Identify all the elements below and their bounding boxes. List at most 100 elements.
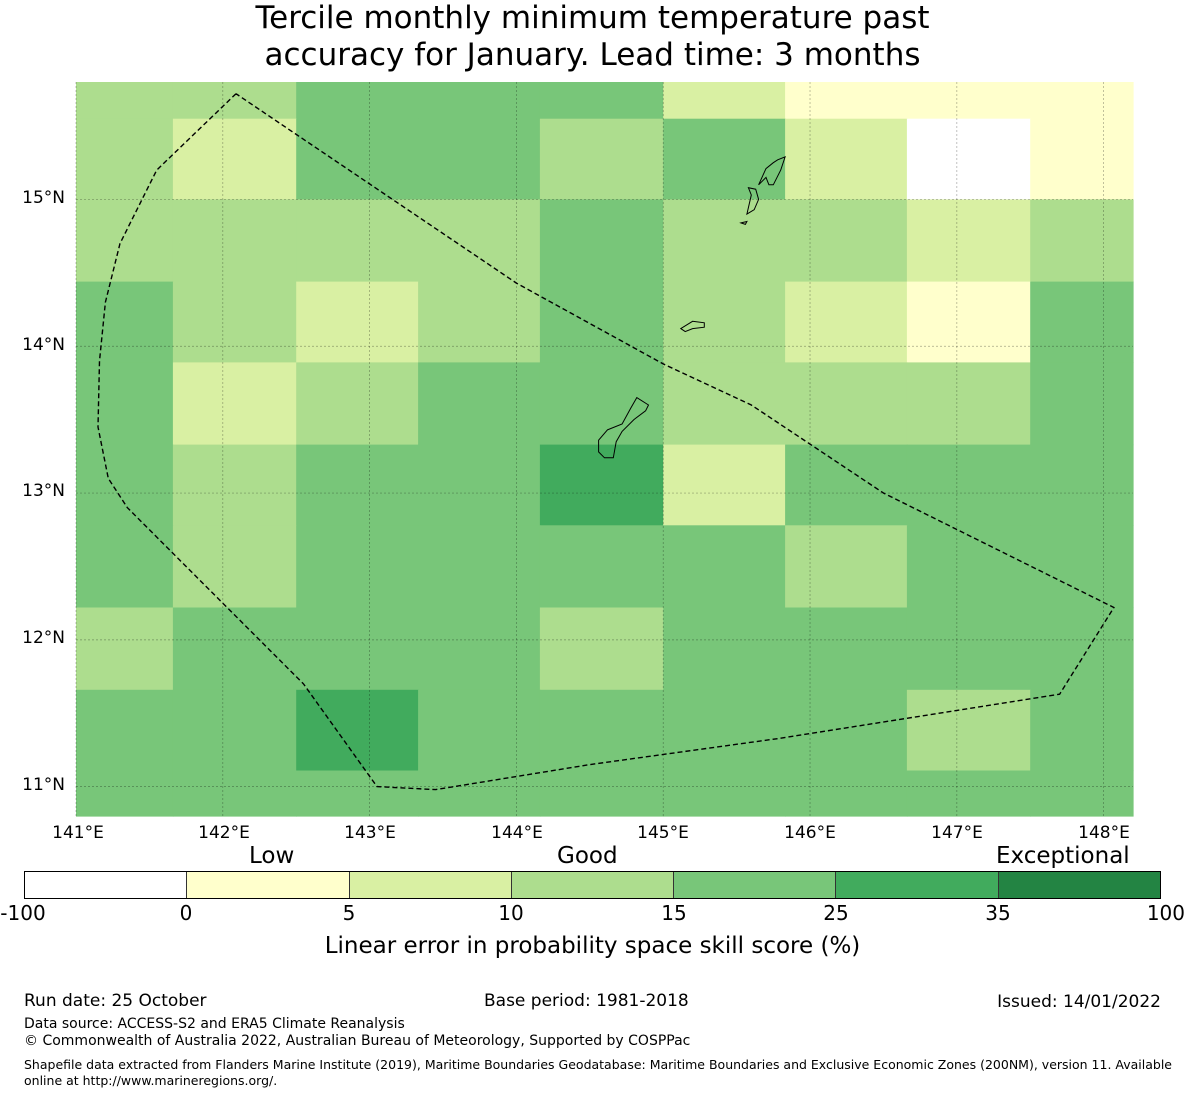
skill-cell [76, 82, 174, 120]
lat-label-15n: 15°N [22, 188, 65, 208]
skill-cell [906, 199, 1031, 283]
lon-label-145e: 145°E [637, 823, 689, 843]
skill-cell [418, 607, 541, 691]
skill-cell [172, 770, 297, 817]
base-period: Base period: 1981-2018 [484, 991, 689, 1011]
skill-cell [663, 525, 786, 609]
skill-cell [418, 281, 541, 363]
skill-cell [296, 118, 419, 200]
skill-cell [1030, 689, 1134, 772]
skill-cell [663, 281, 786, 363]
skill-cell [1030, 444, 1134, 526]
skill-cell [76, 689, 174, 772]
colorbar-tick: 10 [498, 901, 524, 925]
lon-label-143e: 143°E [344, 823, 396, 843]
skill-cell [296, 281, 419, 363]
lat-label-12n: 12°N [22, 628, 65, 648]
skill-cell [296, 444, 419, 526]
skill-cell [418, 362, 541, 446]
island-outline [598, 396, 650, 459]
colorbar-tick: 100 [1146, 901, 1185, 925]
skill-cell [1030, 281, 1134, 363]
skill-cell [539, 689, 664, 772]
skill-cell [785, 82, 908, 120]
skill-cell [663, 118, 786, 200]
lon-label-147e: 147°E [931, 823, 983, 843]
colorbar-tick: 15 [661, 901, 687, 925]
skill-cell [539, 607, 664, 691]
skill-cell [539, 199, 664, 283]
skill-cell [418, 689, 541, 772]
skill-cell [418, 444, 541, 526]
skill-cell [76, 770, 174, 817]
skill-cells [76, 82, 1134, 817]
quality-label-low: Low [249, 843, 295, 869]
skill-cell [296, 689, 419, 772]
lat-label-14n: 14°N [22, 335, 65, 355]
chart-title: Tercile monthly minimum temperature past… [0, 0, 1185, 74]
skill-cell [172, 281, 297, 363]
skill-cell [1030, 770, 1134, 817]
island-outline [746, 187, 760, 216]
skill-cell [785, 118, 908, 200]
skill-cell [418, 770, 541, 817]
skill-cell [172, 118, 297, 200]
skill-cell [418, 118, 541, 200]
skill-cell [172, 607, 297, 691]
skill-cell [76, 444, 174, 526]
skill-cell [1030, 199, 1134, 283]
skill-cell [906, 281, 1031, 363]
skill-cell [663, 199, 786, 283]
skill-cell [76, 118, 174, 200]
lon-label-148e: 148°E [1078, 823, 1130, 843]
colorbar-tick: 0 [179, 901, 193, 925]
skill-cell [785, 525, 908, 609]
skill-cell [539, 525, 664, 609]
skill-cell [663, 607, 786, 691]
island-outline [739, 220, 748, 226]
copyright: © Commonwealth of Australia 2022, Austra… [24, 1033, 691, 1049]
title-line-1: Tercile monthly minimum temperature past [255, 0, 930, 36]
colorbar-tick: 5 [342, 901, 356, 925]
colorbar-segment-neg100-0 [25, 872, 188, 898]
skill-cell [539, 444, 664, 526]
eez-boundary [97, 93, 1115, 791]
skill-cell [663, 770, 786, 817]
quality-label-good: Good [557, 843, 618, 869]
skill-cell [172, 362, 297, 446]
lat-label-11n: 11°N [22, 775, 65, 795]
title-line-2: accuracy for January. Lead time: 3 month… [264, 37, 921, 73]
skill-cell [418, 525, 541, 609]
colorbar-title: Linear error in probability space skill … [324, 933, 861, 959]
skill-cell [1030, 82, 1134, 120]
colorbar [24, 871, 1161, 899]
data-source: Data source: ACCESS-S2 and ERA5 Climate … [24, 1016, 405, 1032]
skill-cell [539, 82, 664, 120]
islands [598, 156, 786, 459]
skill-cell [906, 444, 1031, 526]
skill-cell [785, 199, 908, 283]
skill-cell [906, 770, 1031, 817]
skill-cell [172, 689, 297, 772]
skill-cell [906, 362, 1031, 446]
colorbar-tick: 35 [985, 901, 1011, 925]
skill-cell [785, 444, 908, 526]
skill-cell [172, 199, 297, 283]
skill-cell [296, 362, 419, 446]
skill-cell [1030, 118, 1134, 200]
skill-cell [663, 689, 786, 772]
skill-cell [172, 444, 297, 526]
lon-label-144e: 144°E [491, 823, 543, 843]
lon-label-146e: 146°E [784, 823, 836, 843]
skill-cell [172, 82, 297, 120]
colorbar-tick: 25 [823, 901, 849, 925]
skill-cell [663, 82, 786, 120]
skill-cell [76, 281, 174, 363]
skill-cell [76, 199, 174, 283]
skill-cell [906, 689, 1031, 772]
skill-cell [785, 281, 908, 363]
skill-cell [418, 199, 541, 283]
skill-cell [906, 525, 1031, 609]
lat-label-13n: 13°N [22, 481, 65, 501]
island-outline [758, 156, 786, 186]
